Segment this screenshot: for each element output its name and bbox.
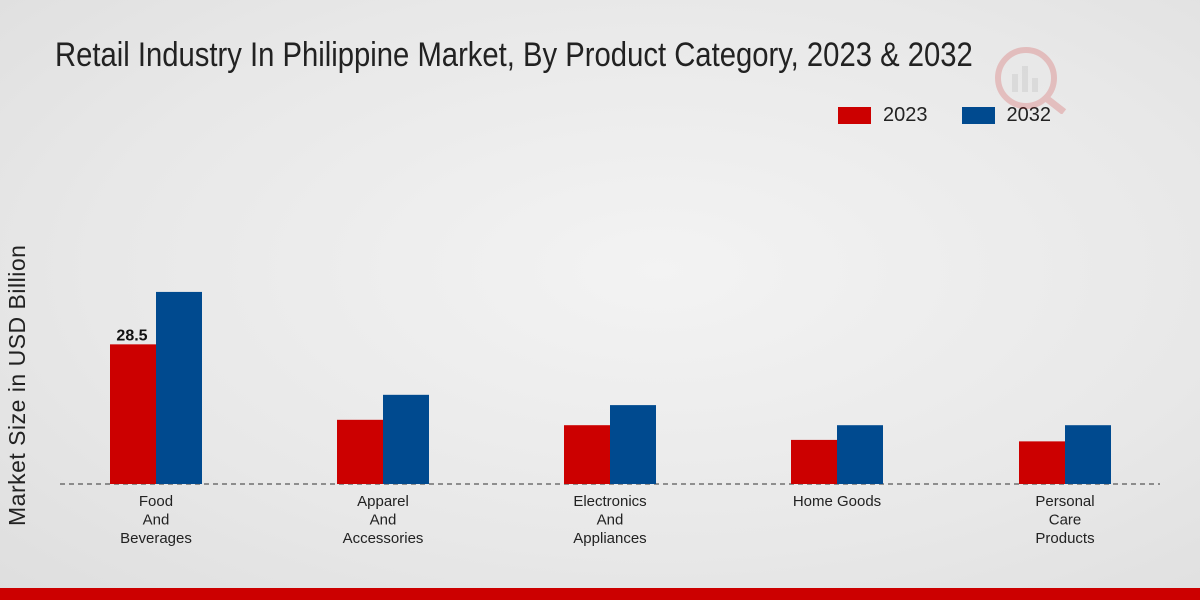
legend-swatch-2023	[838, 107, 871, 124]
bottom-accent-bar	[0, 588, 1200, 600]
bar-2023-1	[337, 419, 383, 484]
legend-label-2023: 2023	[883, 104, 928, 126]
x-tick-label-1: Apparel And Accessories	[343, 493, 424, 547]
legend-swatch-2032	[961, 107, 995, 124]
legend: 2023 2032	[838, 104, 1051, 127]
bar-2023-2	[564, 425, 610, 484]
bar-2023-0	[110, 344, 156, 484]
x-tick-label-0: Food And Beverages	[120, 493, 192, 547]
bar-2032-3	[837, 425, 883, 484]
bar-2023-3	[791, 439, 837, 484]
chart-title: Retail Industry In Philippine Market, By…	[55, 36, 973, 74]
legend-label-2032: 2032	[1006, 104, 1052, 126]
bar-2032-1	[383, 394, 429, 484]
x-tick-label-3: Home Goods	[793, 493, 881, 510]
bar-2023-4	[1019, 441, 1065, 484]
x-tick-label-4: Personal Care Products	[1035, 493, 1094, 547]
bar-2032-2	[610, 405, 656, 484]
x-tick-label-2: Electronics And Appliances	[573, 493, 646, 547]
data-label-0: 28.5	[116, 327, 147, 344]
legend-item-2023: 2023	[838, 104, 928, 127]
bar-2032-0	[156, 291, 202, 484]
watermark-logo-icon	[995, 47, 1067, 114]
bar-2032-4	[1065, 425, 1111, 484]
legend-item-2032: 2032	[961, 104, 1052, 127]
